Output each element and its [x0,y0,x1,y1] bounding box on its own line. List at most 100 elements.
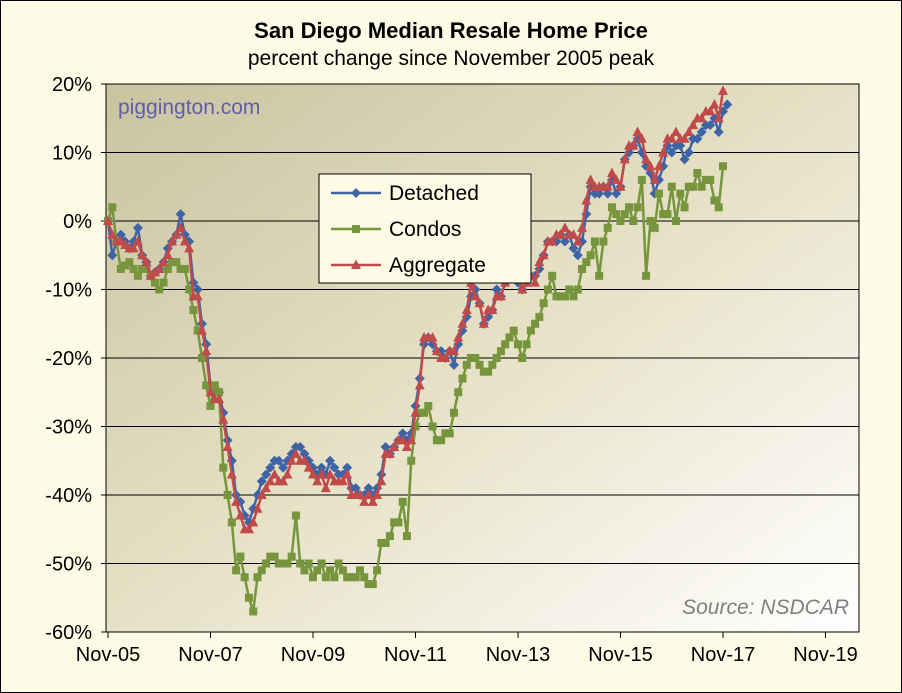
aggregate-point [611,174,622,184]
detached-point [256,476,267,487]
condos-point [496,347,505,356]
condos-point [313,566,322,575]
x-tick-label: Nov-17 [691,644,755,666]
detached-point [248,503,259,514]
condos-point [163,264,172,273]
condos-point [262,559,271,568]
aggregate-point [431,345,442,356]
condos-point [394,518,403,527]
condos-point [287,552,296,561]
condos-point [603,223,612,232]
detached-point [342,462,353,473]
aggregate-point [299,455,310,465]
condos-point [150,278,159,287]
condos-point [646,217,655,225]
condos-point [249,607,258,616]
aggregate-point [568,229,579,239]
condos-point [125,258,134,267]
condos-point [637,175,646,184]
aggregate-point [478,318,489,328]
aggregate-point [325,468,336,479]
aggregate-point [666,133,677,143]
condos-point [509,326,518,335]
aggregate-point [376,475,387,486]
aggregate-point [718,85,728,95]
condos-point [569,292,578,301]
condos-point [514,340,522,349]
aggregate-point [290,448,301,458]
series-condos [104,162,727,616]
condos-point [176,264,185,273]
condos-point [172,258,181,267]
detached-point [696,126,707,137]
aggregate-point [179,236,190,246]
y-tick-label: -50% [45,554,92,576]
condos-point [676,189,685,198]
condos-point [415,408,424,417]
condos-point [407,456,416,465]
aggregate-point [128,242,139,253]
condos-point [334,559,343,568]
condos-point [300,566,309,575]
aggregate-point [316,468,327,479]
condos-point [121,261,130,270]
aggregate-point [320,482,331,493]
condos-point [633,203,642,212]
aggregate-point [231,496,242,506]
aggregate-point [192,290,203,301]
aggregate-point [278,475,289,486]
condos-point [531,319,540,328]
legend-label-detached: Detached [389,182,479,205]
aggregate-point [265,475,276,486]
legend-label-condos: Condos [389,218,461,241]
detached-point [679,154,690,165]
aggregate-point [474,297,485,308]
y-tick-label: 10% [52,143,92,165]
y-tick-label: -40% [45,485,92,507]
detached-point [107,250,118,261]
condos-point [578,264,587,273]
condos-point [197,354,206,362]
detached-point [115,229,126,240]
aggregate-point [577,222,588,232]
condos-point [629,217,638,225]
y-tick-label: 0% [63,211,92,233]
aggregate-point [534,256,545,267]
condos-point [206,401,215,410]
condos-point [168,258,177,267]
aggregate-point [688,119,699,130]
condos-point [560,292,569,301]
detached-point [559,236,570,247]
condos-point [291,511,300,520]
detached-point [611,188,622,199]
condos-point [663,210,672,219]
aggregate-point [658,147,669,157]
condos-point [411,422,420,431]
aggregate-point [602,181,613,191]
aggregate-point [628,140,639,150]
detached-point [713,126,724,137]
aggregate-point [713,112,724,123]
condos-point [659,210,668,219]
condos-point [445,429,454,438]
aggregate-point [363,489,374,499]
condos-point [667,182,676,191]
condos-point [155,285,164,294]
condos-point [232,566,241,575]
detached-point [261,469,272,480]
aggregate-point [312,475,323,486]
aggregate-point [555,229,566,239]
condos-point [317,559,326,568]
condos-point [240,573,249,582]
detached-point [299,448,310,459]
condos-point [484,367,493,376]
detached-point [329,462,340,473]
condos-point [185,285,194,294]
aggregate-point [470,290,481,301]
condos-point [381,538,390,547]
condos-point [650,223,659,232]
condos-point [274,559,283,568]
aggregate-point [261,482,272,493]
x-tick-label: Nov-15 [588,644,652,666]
condos-point [189,306,198,315]
